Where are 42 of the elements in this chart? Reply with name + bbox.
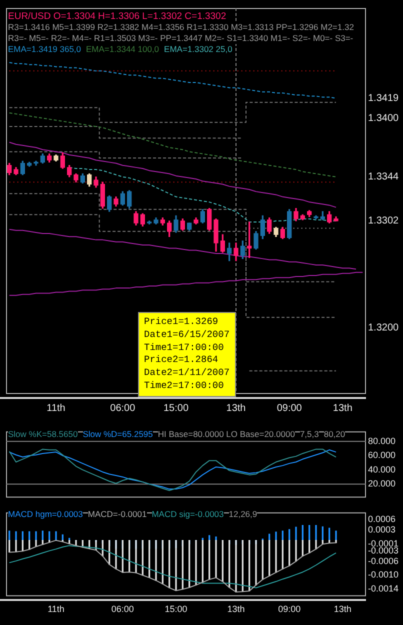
annotation: 7,5,3 (300, 429, 319, 439)
annotation: R3=- M5=- R2=- M4=- R1=1.3503 M3=- PP=1.3447 M2=- S1=1.3340 M1=- S2=- M0=- S3=- (8, 33, 354, 44)
annotation: Price1=1.3269 Date1=6/15/2007 Time1=17:00:00 Price2=1.2864 Date2=1/11/2007 Time2=17:00:00 (138, 312, 236, 397)
y-tick-label: -0.0014 (368, 584, 399, 594)
y-tick-label: 1.3344 (368, 172, 400, 183)
series-label: Slow %K=58.5650 (8, 429, 78, 439)
text: MACD sig=-0.0003 (152, 509, 224, 519)
text: MACD=-0.0001 (88, 509, 147, 519)
chart-title: EUR/USD O=1.3304 H=1.3306 L=1.3302 C=1.3302 (8, 11, 226, 22)
y-tick-label: 1.3419 (368, 92, 400, 104)
x-tick-label: 13th (227, 604, 245, 614)
x-tick-label: 13th (334, 604, 352, 614)
text: EMA=1.3302 25,0 (164, 44, 232, 54)
y-tick-label: 1.3400 (368, 112, 400, 124)
y-tick-label: 1.3302 (368, 216, 400, 227)
y-tick-label: 20.000 (368, 478, 396, 489)
annotation: 80,20 (324, 429, 346, 439)
x-tick-label: 06:00 (111, 604, 134, 614)
y-tick-label: 0.0003 (368, 524, 396, 534)
y-tick-label: 40.000 (368, 464, 396, 474)
x-tick-label: 15:00 (164, 604, 188, 614)
y-tick-label: -0.0006 (368, 556, 399, 566)
text: Slow %D=65.2595 (82, 429, 153, 439)
y-tick-label: 0.0006 (368, 514, 396, 524)
series-label: EMA=1.3419 365,0 (8, 44, 82, 54)
annotation: 12,26,9 (228, 509, 258, 519)
x-tick-label: 06:00 (110, 402, 136, 414)
y-tick-label: 80.000 (368, 436, 396, 446)
x-tick-label: 13th (332, 402, 352, 414)
x-tick-label: 09:00 (276, 402, 302, 414)
y-tick-label: -0.0010 (368, 570, 399, 580)
x-tick-label: 11th (46, 402, 66, 414)
text: EMA=1.3344 100,0 (86, 44, 160, 54)
y-tick-label: 1.3200 (368, 322, 400, 334)
x-tick-label: 15:00 (163, 402, 189, 414)
x-tick-label: 13th (226, 402, 246, 414)
y-tick-label: 60.000 (368, 450, 396, 460)
annotation: HI Base=80.0000 LO Base=20.0000 (158, 429, 295, 439)
x-tick-label: 11th (48, 604, 64, 614)
x-tick-label: 09:00 (278, 604, 301, 614)
annotation: R3=1.3416 M5=1.3399 R2=1.3382 M4=1.3356 R1=1.3330 M3=1.3313 PP=1.3296 M2=1.32 (8, 22, 354, 33)
series-label: MACD hgm=0.0003 (8, 509, 83, 519)
